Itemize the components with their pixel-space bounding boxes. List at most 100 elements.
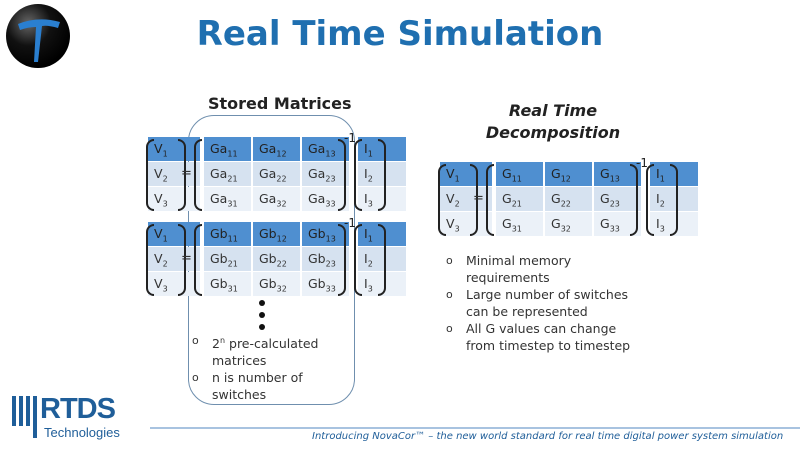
cell-base: G [551,191,561,206]
cell-base: V [446,191,455,206]
inverse-exponent: -1 [344,131,356,145]
cell-base: I [364,191,368,206]
ellipsis-dot [259,312,265,318]
cell-subscript: 22 [276,174,287,184]
cell-subscript: 2 [367,259,373,269]
cell-subscript: 23 [325,174,336,184]
bracket-right [378,139,386,211]
g-cell: G22 [545,187,592,211]
g-cell: Gb32 [253,272,300,296]
cell-base: Gb [308,276,326,291]
rtds-logo-subtext: Technologies [44,425,120,440]
bracket-left [354,224,362,296]
cell-base: Gb [259,226,277,241]
cell-base: Ga [210,141,228,156]
cell-base: Gb [210,226,228,241]
cell-subscript: 32 [560,224,571,234]
cell-base: I [364,251,368,266]
cell-subscript: 11 [227,234,238,244]
bullet-sup: n [219,336,226,345]
cell-subscript: 12 [276,234,287,244]
cell-subscript: 31 [511,224,522,234]
footer-divider [150,427,800,429]
bracket-right [378,224,386,296]
cell-subscript: 1 [659,174,665,184]
cell-subscript: 1 [162,234,168,244]
g-cell: Ga32 [253,187,300,211]
inverse-exponent: -1 [636,156,648,170]
cell-base: Ga [210,166,228,181]
bracket-left [486,164,494,236]
cell-subscript: 13 [609,174,620,184]
cell-base: I [656,166,660,181]
cell-subscript: 2 [162,259,168,269]
g-cell: Gb22 [253,247,300,271]
cell-subscript: 12 [276,149,287,159]
g-cell: Ga31 [204,187,251,211]
cell-subscript: 23 [609,199,620,209]
g-cell: Ga22 [253,162,300,186]
bracket-left [194,139,202,211]
cell-subscript: 23 [325,259,336,269]
g-cell: Ga12 [253,137,300,161]
v-cell: V1 [148,137,200,161]
stored-bullets: 2n pre-calculated matrices n is number o… [190,332,350,403]
g-cell: G11 [496,162,543,186]
bracket-left [438,164,446,236]
cell-subscript: 3 [367,284,373,294]
rtds-logo-text: RTDS [40,393,116,425]
cell-base: Ga [259,141,277,156]
i-cell: I2 [358,162,406,186]
cell-subscript: 31 [227,199,238,209]
cell-base: I [656,191,660,206]
cell-subscript: 21 [511,199,522,209]
cell-subscript: 33 [609,224,620,234]
cell-base: Ga [308,191,326,206]
cell-base: V [154,276,163,291]
v-cell: V3 [440,212,492,236]
g-cell: G32 [545,212,592,236]
cell-subscript: 3 [162,199,168,209]
cell-base: Ga [210,191,228,206]
bullet-text: pre-calculated matrices [212,336,319,369]
bracket-left [146,139,154,211]
cell-base: Ga [259,191,277,206]
equals-sign: = [473,191,484,206]
cell-subscript: 2 [454,199,460,209]
bullet-item: Large number of switches can be represen… [444,286,644,320]
cell-base: G [502,216,512,231]
bullet-item: Minimal memory requirements [444,252,644,286]
g-cell: G12 [545,162,592,186]
i-cell: I2 [358,247,406,271]
v-cell: V1 [148,222,200,246]
cell-base: Gb [308,226,326,241]
cell-base: Gb [308,251,326,266]
ellipsis-dot [259,324,265,330]
cell-base: Gb [210,276,228,291]
bracket-right [630,164,638,236]
cell-base: I [364,276,368,291]
v-cell: V2 [148,247,200,271]
cell-subscript: 1 [367,149,373,159]
cell-base: I [656,216,660,231]
inverse-exponent: -1 [344,216,356,230]
bullet-item: 2n pre-calculated matrices [190,332,350,369]
cell-base: I [364,166,368,181]
cell-base: G [502,166,512,181]
g-cell: Ga21 [204,162,251,186]
cell-base: Ga [259,166,277,181]
bullet-base: 2 [212,336,220,352]
cell-base: Gb [259,251,277,266]
g-cell: G31 [496,212,543,236]
g-cell: G23 [594,187,641,211]
cell-subscript: 21 [227,259,238,269]
g-cell: Gb23 [302,247,349,271]
logo-sphere [4,2,72,70]
cell-subscript: 3 [162,284,168,294]
equals-sign: = [181,251,192,266]
i-cell: I2 [650,187,698,211]
cell-base: V [154,191,163,206]
cell-subscript: 31 [227,284,238,294]
cell-base: G [502,191,512,206]
cell-base: V [154,166,163,181]
